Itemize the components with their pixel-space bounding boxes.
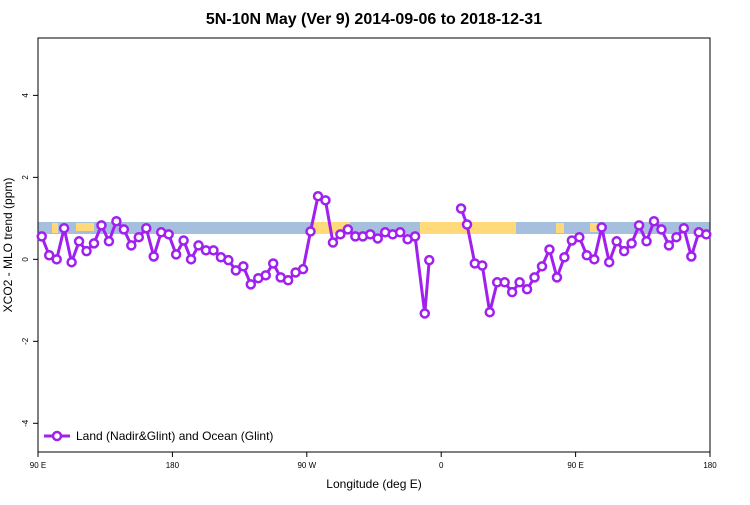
x-axis-label: Longitude (deg E) [326,477,421,491]
data-point [499,277,510,288]
data-point [574,231,585,243]
data-point [267,258,279,269]
map-band [38,222,710,234]
data-point [335,229,346,240]
y-tick-label: 2 [21,175,30,180]
land-band [590,223,600,232]
data-point [529,272,540,283]
ocean-band [38,222,710,234]
x-tick-label: 90 E [567,461,583,470]
data-point [103,236,115,247]
data-point [36,231,47,242]
data-point [193,240,204,251]
data-point [245,279,257,290]
data-point [327,237,339,248]
data-point [148,251,159,262]
data-point [477,260,488,271]
data-point [514,277,525,288]
data-point [111,215,122,227]
data-point [88,238,100,249]
data-point [372,233,383,244]
data-point [320,195,331,206]
data-point [551,272,563,283]
x-tick-label: 0 [439,461,444,470]
data-point [626,238,637,249]
data-point [73,236,85,247]
data-point [81,245,92,257]
data-point [678,222,690,234]
y-axis-label: XCO2 - MLO trend (ppm) [1,178,15,313]
data-point [126,240,137,251]
legend-marker [51,430,63,442]
data-point [589,254,600,265]
data-point [409,231,421,242]
data-point [686,251,697,262]
data-point [118,224,130,235]
data-point [671,231,682,243]
data-point [238,261,249,272]
plot-frame [37,37,711,453]
data-point [297,263,309,275]
data-point [506,286,518,298]
data-point [223,254,234,266]
land-band [76,223,94,231]
data-point [633,220,645,231]
data-point [618,245,630,257]
data-point [305,226,316,237]
data-point [66,256,77,268]
data-point [419,308,431,319]
data-point [178,235,189,246]
data-line [40,193,707,314]
x-tick-label: 180 [703,461,717,470]
data-point [544,244,555,255]
data-point [230,265,242,276]
y-tick-label: 0 [21,257,30,262]
data-point [603,256,615,268]
data-point [141,222,152,234]
data-point [596,222,607,233]
data-point [51,254,62,265]
data-point [170,249,182,260]
data-point [96,220,107,231]
data-point [611,236,622,247]
data-point [484,306,495,318]
data-point [641,236,652,247]
data-point [394,227,406,238]
data-point [559,252,570,263]
legend-label: Land (Nadir&Glint) and Ocean (Glint) [76,429,273,443]
data-point [260,270,271,281]
y-tick-label: -4 [21,419,30,427]
data-point [656,224,667,235]
land-band [52,223,58,233]
data-point [461,219,473,230]
data-point [701,229,712,240]
data-point [342,224,354,235]
data-point [43,249,55,261]
data-point [663,240,675,251]
data-point [521,284,533,295]
chart-title: 5N-10N May (Ver 9) 2014-09-06 to 2018-12… [206,11,542,28]
data-point [282,275,294,286]
data-point [208,245,219,256]
data-point [133,231,145,243]
y-tick-label: 4 [21,93,30,98]
land-band [556,223,564,233]
data-point [455,203,467,214]
data-point [581,249,593,261]
data-point [58,222,70,234]
data-point [365,229,376,240]
x-tick-label: 180 [166,461,180,470]
data-point [312,190,324,202]
x-tick-label: 90 E [30,461,46,470]
x-tick-label: 90 W [297,461,316,470]
data-point [163,229,174,240]
data-point [536,261,548,272]
data-point [648,215,660,227]
y-tick-label: -2 [21,337,30,345]
data-point [424,254,435,266]
data-point [185,254,197,265]
